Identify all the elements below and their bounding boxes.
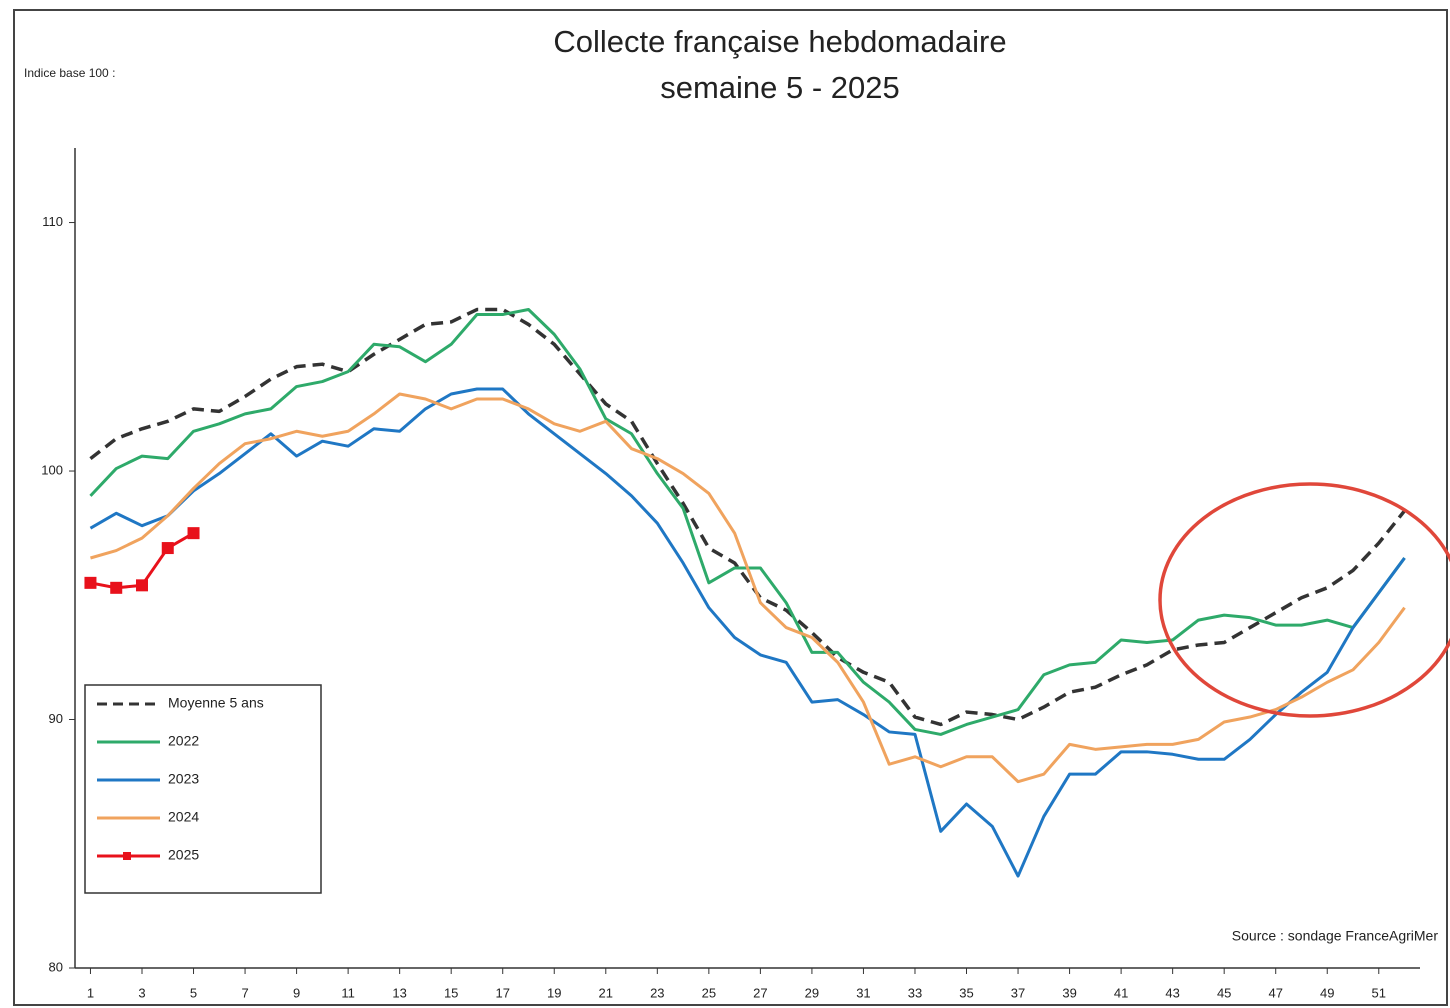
x-tick-label: 33 (908, 985, 922, 1000)
series-marker (110, 581, 123, 594)
legend-label: 2025 (168, 847, 199, 863)
x-tick-label: 45 (1217, 985, 1231, 1000)
x-tick-label: 29 (805, 985, 819, 1000)
x-tick-label: 43 (1165, 985, 1179, 1000)
x-tick-label: 15 (444, 985, 458, 1000)
highlight-ellipse (1158, 482, 1450, 718)
x-tick-label: 49 (1320, 985, 1334, 1000)
chart-subtitle: semaine 5 - 2025 (660, 70, 900, 105)
x-tick-label: 9 (293, 985, 300, 1000)
x-tick-label: 35 (959, 985, 973, 1000)
x-tick-label: 17 (495, 985, 509, 1000)
x-tick-label: 27 (753, 985, 767, 1000)
legend-label: 2023 (168, 771, 199, 787)
x-tick-label: 1 (87, 985, 94, 1000)
series-marker (161, 542, 174, 555)
y-tick-label: 80 (49, 959, 63, 974)
y-axis-label: Indice base 100 : (24, 66, 115, 80)
x-tick-label: 23 (650, 985, 664, 1000)
y-tick-label: 90 (49, 711, 63, 726)
series-marker (84, 576, 97, 589)
x-tick-label: 13 (392, 985, 406, 1000)
series-line (90, 392, 1406, 784)
legend-label: 2022 (168, 733, 199, 749)
x-tick-label: 37 (1011, 985, 1025, 1000)
legend-label: 2024 (168, 809, 199, 825)
x-tick-label: 19 (547, 985, 561, 1000)
x-tick-label: 31 (856, 985, 870, 1000)
series-line (89, 307, 1406, 727)
y-tick-label: 100 (41, 462, 63, 477)
series-marker (135, 579, 148, 592)
x-tick-label: 21 (599, 985, 613, 1000)
x-tick-label: 11 (341, 985, 355, 1000)
series-marker (187, 527, 200, 540)
legend-label: Moyenne 5 ans (168, 695, 264, 711)
source-note: Source : sondage FranceAgriMer (1232, 928, 1439, 944)
chart-title: Collecte française hebdomadaire (553, 24, 1006, 59)
x-tick-label: 25 (702, 985, 716, 1000)
legend-box (84, 684, 322, 894)
x-tick-label: 7 (241, 985, 248, 1000)
x-tick-label: 41 (1114, 985, 1128, 1000)
series-line (89, 387, 1406, 878)
x-tick-label: 3 (138, 985, 145, 1000)
legend-marker (123, 852, 131, 860)
x-tick-label: 51 (1372, 985, 1386, 1000)
x-tick-label: 5 (190, 985, 197, 1000)
x-tick-label: 47 (1268, 985, 1282, 1000)
y-tick-label: 110 (42, 214, 63, 229)
x-tick-label: 39 (1062, 985, 1076, 1000)
